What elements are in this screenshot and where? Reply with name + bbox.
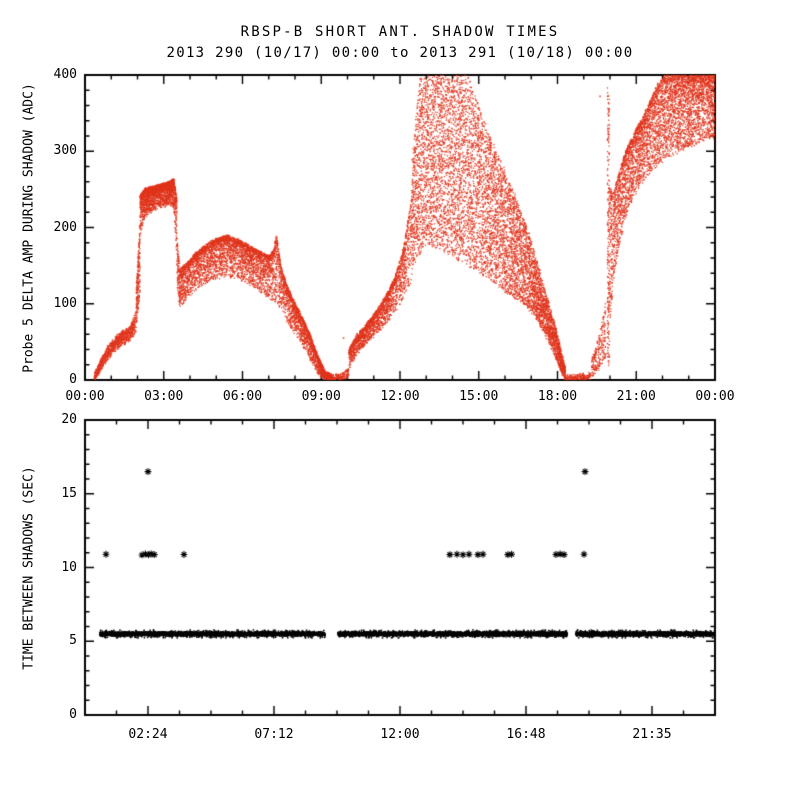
y-tick-label: 10 xyxy=(61,559,77,575)
x-tick-label: 18:00 xyxy=(537,389,578,404)
y-tick-label: 5 xyxy=(69,633,77,649)
y-tick-label: 100 xyxy=(53,295,77,311)
chart-subtitle: 2013 290 (10/17) 00:00 to 2013 291 (10/1… xyxy=(166,45,634,61)
x-tick-label: 00:00 xyxy=(695,389,735,404)
x-tick-label: 00:00 xyxy=(65,389,105,404)
x-tick-label: 15:00 xyxy=(459,389,499,404)
x-tick-label: 21:35 xyxy=(632,727,672,742)
y-tick-label: 0 xyxy=(69,372,77,387)
y-tick-label: 200 xyxy=(53,219,77,235)
x-tick-label: 12:00 xyxy=(380,727,420,742)
y-tick-label: 15 xyxy=(61,485,77,501)
x-tick-label: 12:00 xyxy=(380,389,420,404)
y-tick-label: 400 xyxy=(53,67,77,82)
x-tick-label: 21:00 xyxy=(616,389,656,404)
x-tick-label: 16:48 xyxy=(506,727,546,742)
x-tick-label: 07:12 xyxy=(254,727,294,742)
x-tick-label: 06:00 xyxy=(222,389,263,404)
chart-title: RBSP-B SHORT ANT. SHADOW TIMES xyxy=(240,24,560,40)
y-tick-label: 300 xyxy=(53,143,77,159)
y-tick-label: 0 xyxy=(69,707,77,722)
x-tick-label: 09:00 xyxy=(301,389,341,404)
y-tick-label: 20 xyxy=(61,412,77,427)
x-tick-label: 03:00 xyxy=(144,389,184,404)
x-tick-label: 02:24 xyxy=(128,727,168,742)
